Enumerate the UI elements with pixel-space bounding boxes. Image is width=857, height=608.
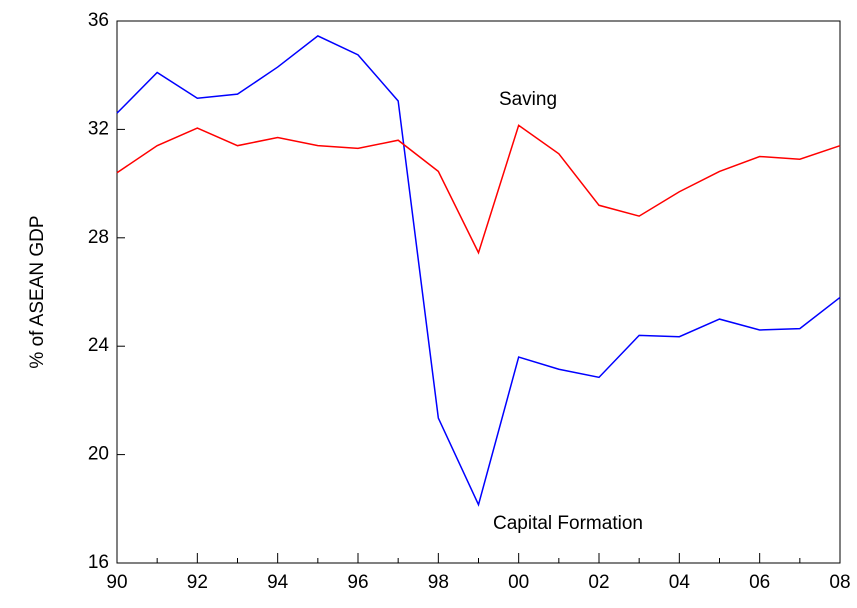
x-tick-label: 04	[669, 572, 691, 593]
series-label: Capital Formation	[493, 513, 643, 534]
y-tick-label: 32	[88, 118, 109, 139]
y-axis-label: % of ASEAN GDP	[27, 215, 48, 368]
x-tick-label: 06	[749, 572, 770, 593]
x-tick-label: 98	[428, 572, 449, 593]
x-tick-label: 08	[829, 572, 850, 593]
x-tick-label: 94	[267, 572, 289, 593]
y-tick-label: 20	[88, 444, 109, 465]
y-tick-label: 36	[88, 10, 109, 31]
x-tick-label: 00	[508, 572, 529, 593]
series-line	[116, 124, 841, 255]
x-tick-label: 90	[106, 572, 127, 593]
series-label: Saving	[499, 89, 557, 110]
x-tick-label: 92	[187, 572, 208, 593]
x-tick-label: 02	[588, 572, 609, 593]
series-line	[116, 35, 841, 507]
y-tick-label: 24	[88, 335, 110, 356]
x-tick-label: 96	[347, 572, 368, 593]
y-tick-label: 16	[88, 552, 109, 573]
y-tick-label: 28	[88, 227, 109, 248]
plot-frame	[116, 20, 841, 564]
